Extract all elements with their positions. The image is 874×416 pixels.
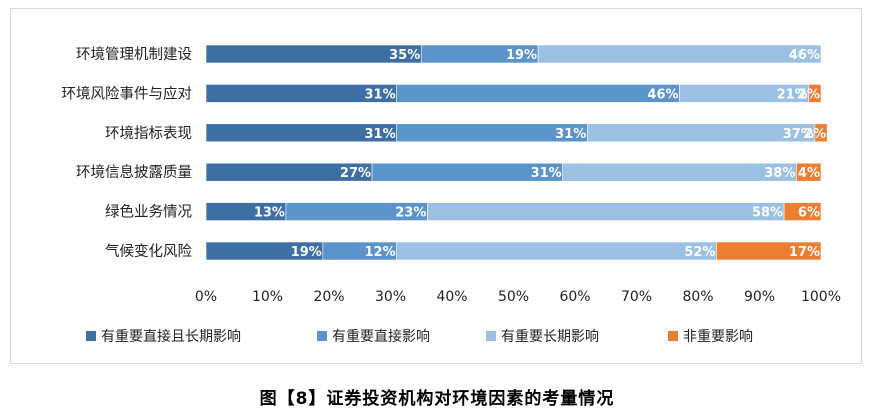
chart-frame xyxy=(10,8,862,364)
x-tick-label: 40% xyxy=(436,289,467,305)
x-tick-label: 60% xyxy=(559,289,590,305)
category-label: 绿色业务情况 xyxy=(105,204,192,221)
data-label: 46% xyxy=(789,48,820,63)
legend-swatch xyxy=(668,331,678,341)
x-tick-label: 50% xyxy=(498,289,529,305)
data-label: 35% xyxy=(389,48,420,63)
data-label: 31% xyxy=(555,127,586,142)
data-label: 4% xyxy=(798,166,820,181)
data-label: 31% xyxy=(365,127,396,142)
data-label: 38% xyxy=(764,166,795,181)
category-labels: 环境管理机制建设环境风险事件与应对环境指标表现环境信息披露质量绿色业务情况气候变… xyxy=(62,45,193,260)
legend-label: 有重要长期影响 xyxy=(501,329,599,345)
data-label: 31% xyxy=(531,166,562,181)
category-label: 环境信息披露质量 xyxy=(76,163,192,181)
data-label: 58% xyxy=(752,206,783,221)
data-label: 37% xyxy=(783,127,814,142)
x-tick-label: 0% xyxy=(195,289,217,305)
bar-segment xyxy=(586,123,816,143)
bar-segment xyxy=(716,241,822,261)
bars-layer: 35% 19% 46%31% 46% 21%2%31% 31% 37%2%27% 31% 38%… xyxy=(205,44,828,261)
data-label: 31% xyxy=(365,87,396,102)
x-tick-label: 80% xyxy=(682,289,713,305)
category-label: 环境风险事件与应对 xyxy=(62,84,193,102)
data-label: 21% xyxy=(777,87,808,102)
bar-segment xyxy=(814,123,828,143)
bar-segment xyxy=(562,162,797,182)
legend-swatch xyxy=(86,331,96,341)
data-label: 13% xyxy=(254,206,285,221)
x-tick-label: 30% xyxy=(375,289,406,305)
data-label: 6% xyxy=(798,206,820,221)
x-axis-ticks: 0% 10% 20% 30% 40% 50% 60% 70% 80% 90% 100% xyxy=(195,289,841,305)
bar-segment xyxy=(808,84,822,103)
data-label: 2% xyxy=(798,87,820,102)
category-label: 环境指标表现 xyxy=(105,124,192,142)
bar-segment xyxy=(396,241,717,261)
category-label: 环境管理机制建设 xyxy=(76,45,192,63)
bar-segment xyxy=(796,162,822,182)
x-tick-label: 100% xyxy=(801,289,841,305)
data-label: 17% xyxy=(789,245,820,260)
legend-label: 非重要影响 xyxy=(683,329,753,345)
figure-caption: 图【8】证券投资机构对环境因素的考量情况 xyxy=(259,389,615,409)
legend-swatch xyxy=(317,331,327,341)
data-label: 46% xyxy=(647,87,678,102)
legend-label: 有重要直接影响 xyxy=(332,328,430,345)
data-label: 52% xyxy=(684,245,715,260)
data-label: 19% xyxy=(291,245,322,260)
legend: 有重要直接且长期影响 有重要直接影响 有重要长期影响 非重要影响 xyxy=(86,328,753,345)
legend-swatch xyxy=(486,331,496,341)
category-label: 气候变化风险 xyxy=(105,243,192,260)
data-label: 27% xyxy=(340,166,371,181)
data-label: 23% xyxy=(395,206,426,221)
bar-segment xyxy=(783,202,822,221)
stacked-bar-chart: 35% 19% 46%31% 46% 21%2%31% 31% 37%2%27% 31% 38%… xyxy=(62,44,841,345)
legend-label: 有重要直接且长期影响 xyxy=(101,328,241,345)
bar-segment xyxy=(396,84,680,103)
data-label: 19% xyxy=(506,48,537,63)
bar-segment xyxy=(537,44,822,64)
data-label: 12% xyxy=(365,245,396,260)
data-label: 2% xyxy=(804,127,826,142)
x-tick-label: 90% xyxy=(744,289,775,305)
x-tick-label: 20% xyxy=(313,289,344,305)
bar-segment xyxy=(427,202,785,221)
x-tick-label: 70% xyxy=(621,289,652,305)
x-tick-label: 10% xyxy=(252,289,283,305)
